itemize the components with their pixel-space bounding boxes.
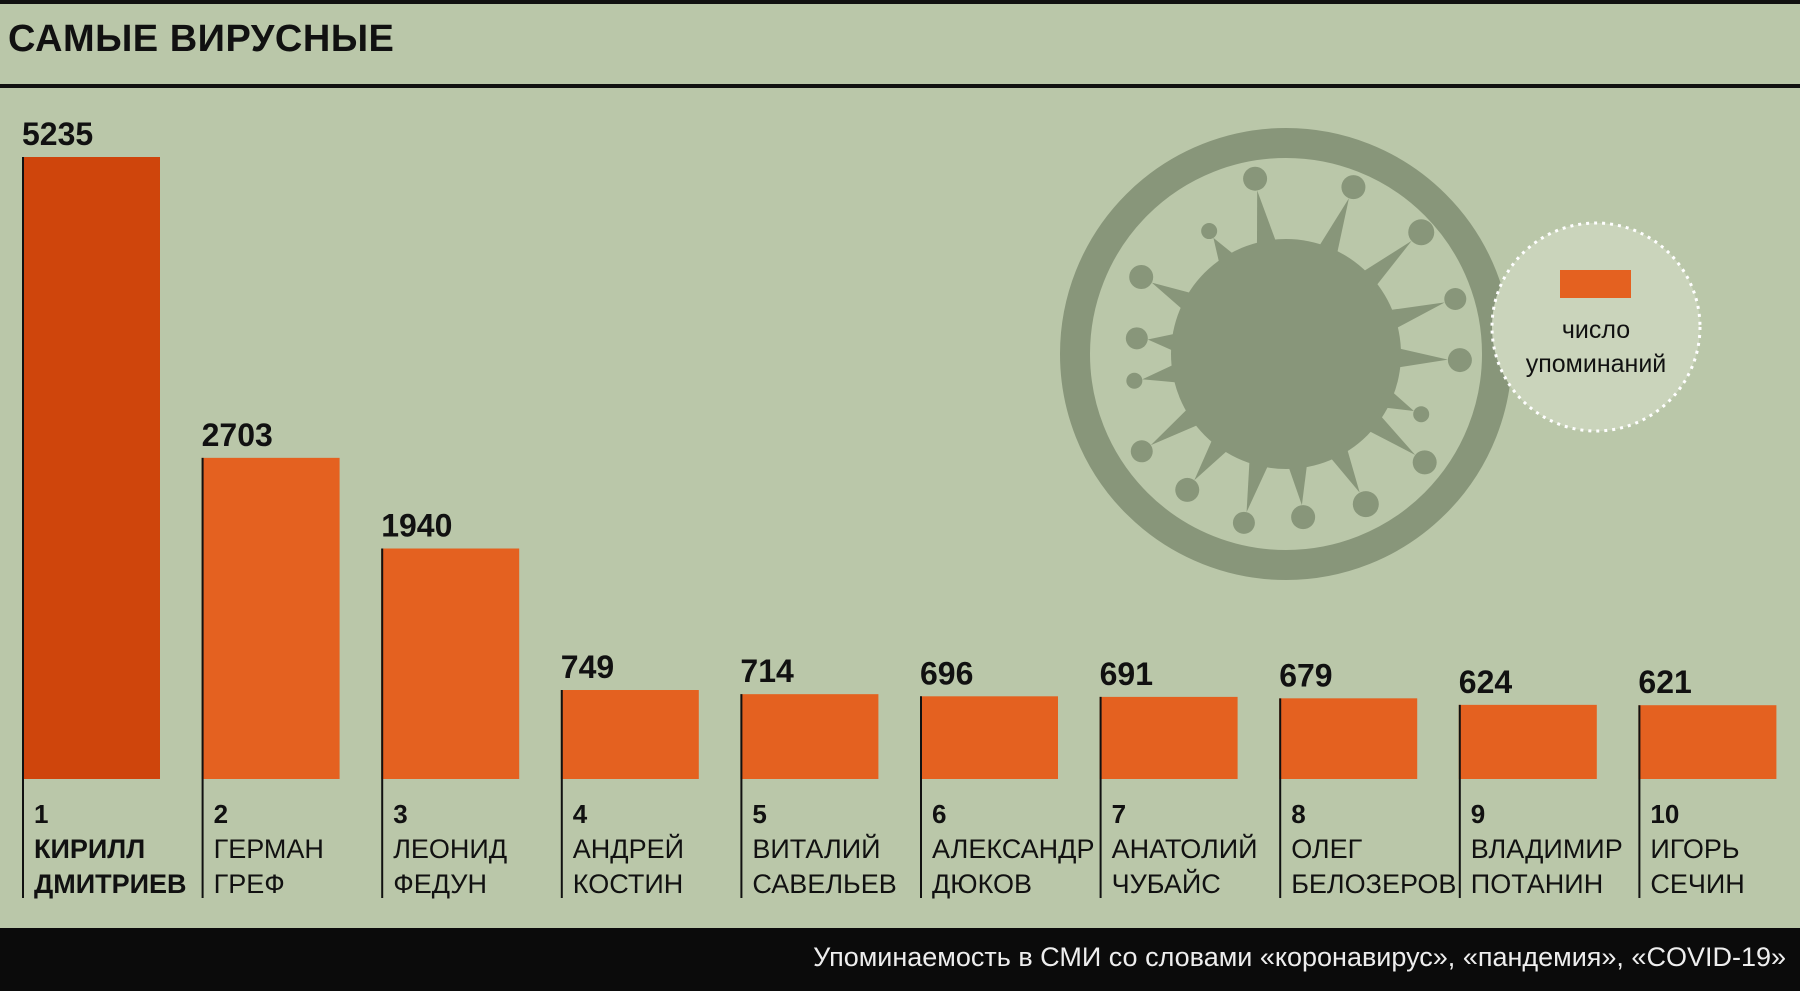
virus-spike-tip (1352, 491, 1379, 518)
virus-spike-tip (1125, 327, 1148, 350)
name-label: ГРЕФ (214, 869, 285, 899)
rank-label: 6 (932, 799, 946, 829)
bar-2 (201, 457, 340, 779)
virus-spike (1286, 457, 1308, 506)
virus-spike-tip (1412, 450, 1437, 475)
name-label: КОСТИН (573, 869, 683, 899)
value-label: 714 (740, 653, 794, 689)
name-label: ГЕРМАН (214, 834, 324, 864)
virus-spike (1256, 190, 1279, 253)
virus-spike (1194, 432, 1234, 481)
footer-bar: Упоминаемость в СМИ со словами «коронави… (0, 928, 1800, 991)
name-label: ДЮКОВ (932, 869, 1032, 899)
bar-8 (1279, 698, 1418, 779)
value-label: 621 (1638, 664, 1691, 700)
name-label: СЕЧИН (1650, 869, 1744, 899)
bar-6 (920, 696, 1058, 779)
virus-spike-tip (1130, 440, 1153, 463)
name-label: ОЛЕГ (1291, 834, 1362, 864)
virus-spike (1151, 282, 1199, 315)
virus-spike (1361, 409, 1416, 455)
legend-label-line1: число (1561, 316, 1631, 344)
name-label: ЛЕОНИД (393, 834, 507, 864)
name-label: ИГОРЬ (1650, 834, 1739, 864)
bar-7 (1099, 696, 1238, 779)
virus-spike (1325, 441, 1360, 493)
bar-10 (1638, 705, 1777, 779)
virus-icon (1060, 128, 1512, 580)
virus-spike-tip (1129, 265, 1154, 290)
bar-9 (1458, 704, 1597, 779)
virus-spike-tip (1408, 219, 1435, 246)
rank-label: 9 (1471, 799, 1485, 829)
virus-spike (1246, 453, 1272, 513)
rank-label: 1 (34, 799, 48, 829)
rank-label: 8 (1291, 799, 1305, 829)
name-label: САВЕЛЬЕВ (752, 869, 896, 899)
virus-spike (1356, 240, 1412, 292)
bar-4 (560, 690, 699, 779)
virus-spike (1142, 361, 1185, 384)
name-label: АНДРЕЙ (573, 833, 684, 864)
name-label: АНАТОЛИЙ (1112, 833, 1258, 864)
value-label: 5235 (22, 116, 93, 152)
virus-spike-tip (1444, 287, 1467, 310)
value-label: 691 (1100, 656, 1153, 692)
bar-1 (22, 157, 160, 779)
virus-spike (1390, 346, 1448, 369)
name-label: БЕЛОЗЕРОВ (1291, 869, 1456, 899)
virus-spike (1147, 332, 1183, 354)
virus-spike-tip (1413, 406, 1430, 423)
name-label: ВЛАДИМИР (1471, 834, 1623, 864)
virus-spike (1213, 237, 1240, 271)
virus-body (1171, 239, 1401, 469)
value-label: 624 (1459, 664, 1513, 700)
chart-title: САМЫЕ ВИРУСНЫЕ (8, 18, 395, 60)
rank-label: 5 (752, 799, 766, 829)
name-label: ЧУБАЙС (1112, 868, 1221, 899)
virus-spike (1377, 386, 1414, 411)
legend (1490, 221, 1702, 433)
rank-label: 4 (573, 799, 588, 829)
virus-spike-tip (1291, 505, 1316, 530)
virus-spike-tip (1447, 348, 1472, 373)
name-label: ПОТАНИН (1471, 869, 1603, 899)
name-label: КИРИЛЛ (34, 834, 145, 864)
legend-label: число упоминаний (1492, 313, 1700, 381)
virus-spike-tip (1175, 477, 1200, 502)
virus-spike-tip (1232, 511, 1255, 534)
value-label: 679 (1279, 657, 1332, 693)
virus-spike (1150, 403, 1206, 446)
value-label: 2703 (202, 417, 273, 453)
bar-3 (381, 548, 520, 779)
legend-label-line2: упоминаний (1525, 350, 1667, 378)
bar-5 (740, 694, 879, 779)
footer-caption: Упоминаемость в СМИ со словами «коронави… (813, 942, 1786, 972)
virus-spike-tip (1126, 372, 1143, 389)
value-label: 1940 (381, 507, 452, 543)
name-label: ФЕДУН (393, 869, 487, 899)
virus-spike-tip (1201, 223, 1218, 240)
virus-spike-tip (1243, 166, 1268, 191)
rank-label: 3 (393, 799, 407, 829)
value-label: 696 (920, 655, 973, 691)
top-border (0, 0, 1800, 4)
title-rule (0, 84, 1800, 88)
value-label: 749 (561, 649, 614, 685)
rank-label: 7 (1112, 799, 1126, 829)
name-label: ВИТАЛИЙ (752, 833, 880, 864)
name-label: АЛЕКСАНДР (932, 834, 1094, 864)
virus-spike (1315, 198, 1349, 261)
legend-swatch (1560, 270, 1631, 298)
legend-circle (1490, 221, 1702, 433)
virus-spike-tip (1341, 175, 1366, 200)
rank-label: 2 (214, 799, 228, 829)
name-label: ДМИТРИЕВ (34, 869, 187, 899)
rank-label: 10 (1650, 799, 1679, 829)
virus-spike (1382, 302, 1445, 333)
